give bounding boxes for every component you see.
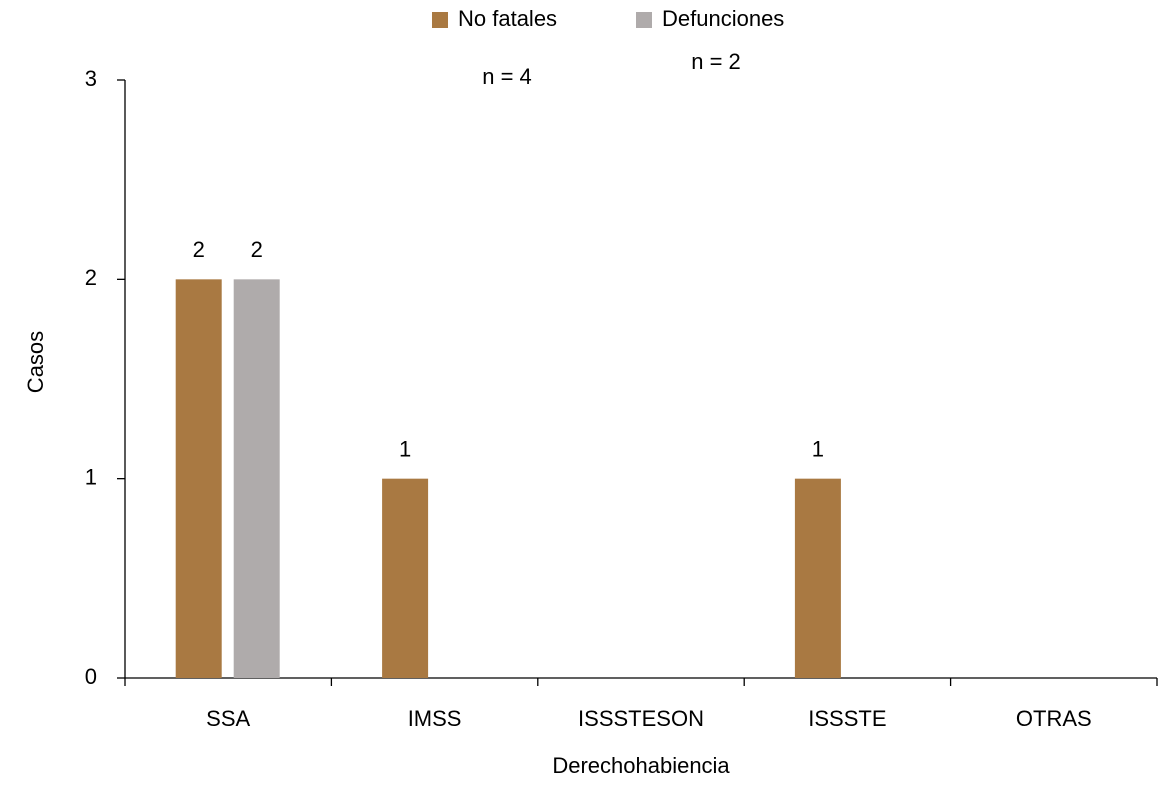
legend-label: No fatales — [458, 6, 557, 31]
y-tick-label: 0 — [85, 664, 97, 689]
legend-label: Defunciones — [662, 6, 784, 31]
x-tick-label: SSA — [206, 706, 250, 731]
x-tick-label: ISSSTESON — [578, 706, 704, 731]
bar — [382, 478, 429, 678]
data-label: 2 — [251, 237, 263, 262]
x-tick-label: ISSSTE — [808, 706, 886, 731]
x-tick-label: OTRAS — [1016, 706, 1092, 731]
data-label: 1 — [812, 436, 824, 461]
bar — [175, 279, 222, 678]
bar — [233, 279, 280, 678]
data-label: 2 — [193, 237, 205, 262]
y-tick-label: 1 — [85, 464, 97, 489]
legend-swatch — [636, 12, 652, 28]
annotation: n = 2 — [691, 49, 741, 74]
x-axis-label: Derechohabiencia — [552, 753, 730, 778]
legend-swatch — [432, 12, 448, 28]
x-tick-label: IMSS — [408, 706, 462, 731]
bar — [794, 478, 841, 678]
y-axis-label: Casos — [23, 331, 48, 393]
y-tick-label: 2 — [85, 265, 97, 290]
annotation: n = 4 — [482, 64, 532, 89]
data-label: 1 — [399, 436, 411, 461]
y-tick-label: 3 — [85, 66, 97, 91]
